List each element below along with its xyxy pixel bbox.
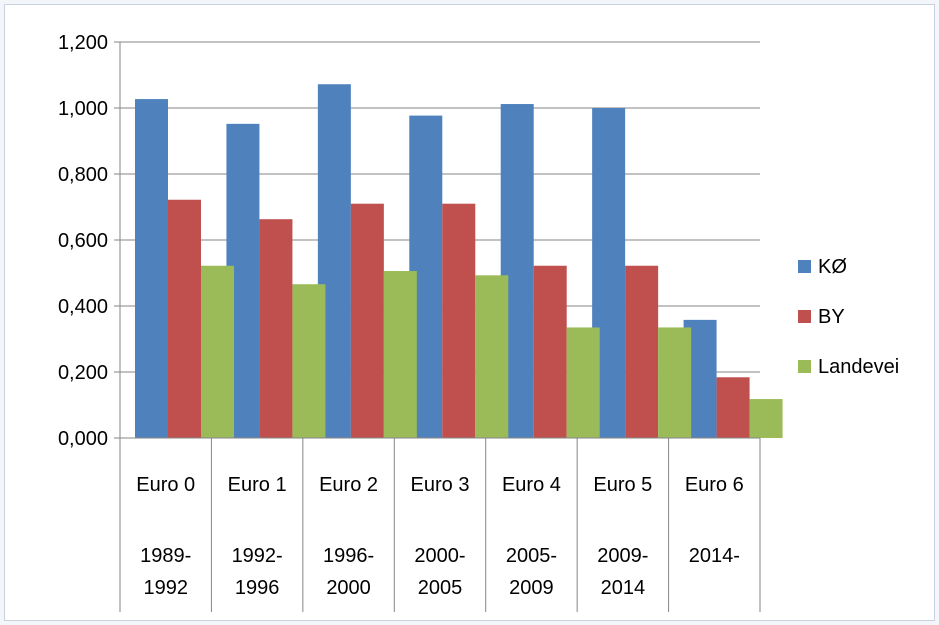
y-tick-label: 0,200 [58,362,108,384]
bars [135,84,783,439]
category-years-label: 2000- [414,545,465,567]
bar-BY-Euro-3 [442,203,476,438]
category-label: Euro 0 [136,474,195,496]
bar-Landevei-Euro-3 [475,275,509,438]
category-years-label: 2000 [326,577,371,599]
bar-BY-Euro-2 [350,203,384,438]
bar-BY-Euro-0 [168,199,201,438]
category-years-label: 2014- [689,545,740,567]
bar-Landevei-Euro-4 [566,327,600,438]
y-tick-label: 1,000 [58,98,108,120]
legend-label: BY [818,306,845,328]
legend-swatch [798,310,811,323]
bar-Landevei-Euro-2 [383,271,417,438]
category-years-label: 1992- [232,545,283,567]
legend-label: KØ [818,256,847,278]
bar-Landevei-Euro-1 [292,284,326,438]
category-label: Euro 5 [593,474,652,496]
category-label: Euro 4 [502,474,561,496]
category-years-label: 1996- [323,545,374,567]
bar-BY-Euro-5 [625,265,659,438]
y-tick-label: 0,600 [58,230,108,252]
bar-BY-Euro-4 [533,265,567,438]
category-label: Euro 2 [319,474,378,496]
category-years-label: 2005- [506,545,557,567]
y-tick-label: 0,800 [58,164,108,186]
legend-swatch [798,260,811,273]
legend: KØ BY Landevei [798,256,899,378]
legend-swatch [798,360,811,373]
category-years-label: 1996 [235,577,280,599]
bar-Landevei-Euro-5 [658,327,692,438]
x-axis: Euro 0 1989- 1992 Euro 1 1992- 1996 Euro 2 1996… [119,437,761,612]
category-years-label: 1989- [140,545,191,567]
bar-BY-Euro-1 [259,219,293,438]
y-tick-label: 0,400 [58,296,108,318]
category-label: Euro 1 [228,474,287,496]
y-tick-label: 0,000 [58,428,108,450]
y-axis: 0,000 0,200 0,400 0,600 0,800 1,000 1,200 [58,32,121,450]
bar-KØ-Euro-0 [135,99,168,438]
category-years-label: 2009- [597,545,648,567]
bar-Landevei-Euro-0 [201,265,234,438]
legend-label: Landevei [818,356,899,378]
category-years-label: 2014 [601,577,646,599]
category-years-label: 1992 [143,577,188,599]
category-years-label: 2005 [418,577,463,599]
category-label: Euro 6 [685,474,744,496]
category-label: Euro 3 [411,474,470,496]
y-tick-label: 1,200 [58,32,108,54]
bar-BY-Euro-6 [716,377,750,438]
category-years-label: 2009 [509,577,554,599]
bar-Landevei-Euro-6 [749,399,783,438]
